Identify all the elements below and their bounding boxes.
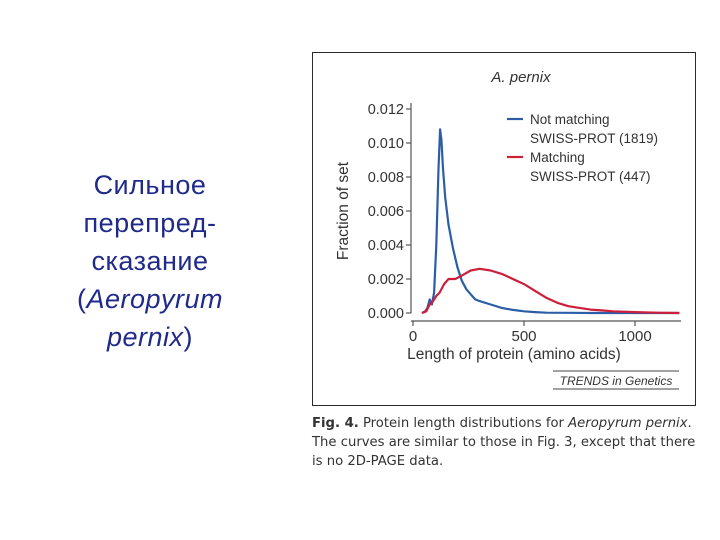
title-line-2: перепред- xyxy=(83,208,217,238)
series-line-1 xyxy=(421,128,680,315)
title-species-epithet: pernix xyxy=(106,322,184,352)
x-tick-label: 0 xyxy=(409,328,417,345)
caption-species-genus: Aeropyrum xyxy=(568,416,642,431)
caption-label: Fig. 4. xyxy=(312,416,359,431)
title-species-genus: Aeropyrum xyxy=(86,284,224,314)
caption-text-1: Protein length distributions for xyxy=(358,416,569,431)
y-tick-label: 0.002 xyxy=(368,272,404,288)
figure-caption: Fig. 4. Protein length distributions for… xyxy=(312,414,704,471)
title-line-1: Сильное xyxy=(93,170,207,200)
legend-label-1-line-1: Not matching xyxy=(530,112,610,127)
x-tick-label: 500 xyxy=(511,328,536,345)
y-tick-label: 0.010 xyxy=(368,136,404,152)
title-paren-close: ) xyxy=(183,322,194,352)
legend-label-1-line-2: SWISS-PROT (1819) xyxy=(530,131,658,146)
title-line-3: сказание xyxy=(91,246,209,276)
figure-credit: TRENDS in Genetics xyxy=(560,374,673,388)
y-tick-label: 0.006 xyxy=(368,204,404,220)
caption-text-2: . The curves are similar to those in Fig… xyxy=(312,416,696,469)
y-axis-label: Fraction of set xyxy=(335,161,352,260)
x-axis-label: Length of protein (amino acids) xyxy=(407,346,621,363)
slide-title: Сильное перепред- сказание (Aeropyrum pe… xyxy=(30,166,270,356)
title-paren-open: ( xyxy=(76,284,87,314)
x-tick-label: 1000 xyxy=(618,328,651,345)
caption-species-epithet: pernix xyxy=(645,416,688,431)
figure-panel: A. pernix 0.000 0.002 0.004 0.006 0.008 0.010 0… xyxy=(312,52,696,406)
title-line-4: (Aeropyrum xyxy=(30,280,270,318)
legend-label-2-line-2: SWISS-PROT (447) xyxy=(530,169,651,184)
series-line-2 xyxy=(421,267,680,315)
chart: A. pernix 0.000 0.002 0.004 0.006 0.008 0.010 0… xyxy=(335,69,681,390)
legend-label-2-line-1: Matching xyxy=(530,150,585,165)
y-tick-label: 0.000 xyxy=(368,306,404,322)
title-line-5: pernix) xyxy=(30,318,270,356)
y-tick-label: 0.008 xyxy=(368,170,404,186)
y-tick-label: 0.004 xyxy=(368,238,404,254)
y-tick-label: 0.012 xyxy=(368,102,404,118)
chart-title: A. pernix xyxy=(490,69,551,86)
